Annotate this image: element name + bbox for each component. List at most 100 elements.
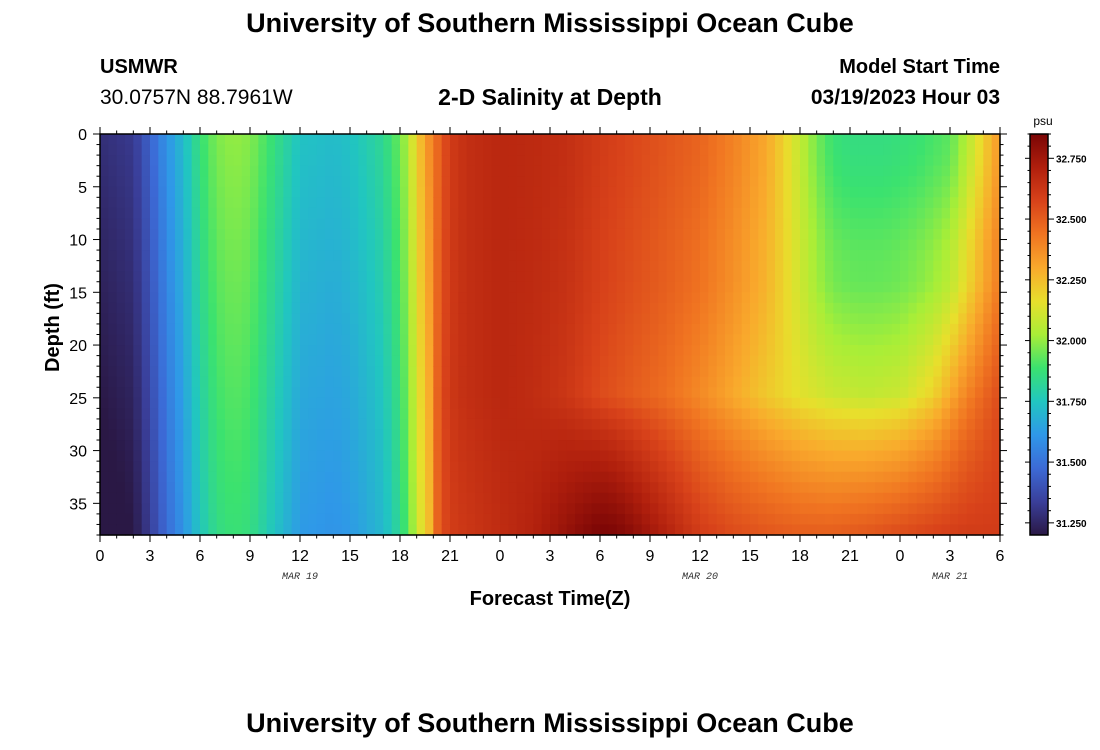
heatmap-cell [266,176,276,188]
heatmap-cell [550,313,559,325]
heatmap-cell [208,387,218,399]
heatmap-cell [525,450,534,462]
heatmap-cell [916,260,926,272]
heatmap-cell [350,450,359,462]
heatmap-cell [291,186,301,198]
heatmap-cell [358,355,368,367]
heatmap-cell [766,408,776,420]
heatmap-cell [266,155,276,167]
heatmap-cell [125,376,134,388]
heatmap-cell [958,471,968,483]
heatmap-cell [725,207,734,220]
heatmap-cell [716,250,726,262]
heatmap-cell [916,144,926,156]
heatmap-cell [225,134,234,146]
heatmap-cell [458,271,468,283]
heatmap-cell [175,165,184,177]
heatmap-cell [991,218,1001,230]
heatmap-cell [350,482,359,494]
heatmap-cell [708,429,718,441]
heatmap-cell [875,408,884,420]
heatmap-cell [158,471,168,483]
heatmap-cell [400,450,409,462]
heatmap-cell [316,281,326,293]
heatmap-cell [925,313,934,325]
heatmap-cell [816,345,826,357]
heatmap-cell [708,461,718,473]
heatmap-cell [608,418,618,431]
heatmap-cell [900,492,909,504]
heatmap-cell [550,355,559,367]
heatmap-cell [341,218,351,230]
heatmap-cell [233,345,243,357]
heatmap-cell [141,355,151,367]
heatmap-cell [991,345,1001,357]
heatmap-cell [116,250,126,262]
heatmap-cell [300,186,309,198]
heatmap-cell [558,197,568,209]
heatmap-cell [816,228,826,241]
heatmap-cell [291,228,301,241]
heatmap-cell [458,513,468,526]
heatmap-cell [991,239,1001,251]
footer-title: University of Southern Mississippi Ocean… [246,708,854,738]
heatmap-cell [566,207,576,220]
heatmap-cell [883,281,893,293]
heatmap-cell [775,155,784,167]
heatmap-cell [366,197,376,209]
heatmap-cell [708,313,718,325]
heatmap-cell [116,355,126,367]
heatmap-cell [358,334,368,346]
heatmap-cell [133,281,143,293]
heatmap-cell [933,492,943,504]
heatmap-cell [700,250,709,262]
heatmap-cell [425,218,434,230]
heatmap-cell [850,345,859,357]
heatmap-cell [316,471,326,483]
heatmap-cell [325,345,334,357]
heatmap-cell [450,429,459,441]
heatmap-cell [941,440,951,452]
heatmap-cell [658,482,668,494]
heatmap-cell [875,323,884,336]
heatmap-cell [716,228,726,241]
heatmap-cell [641,250,651,262]
heatmap-cell [358,397,368,409]
heatmap-cell [141,134,151,146]
heatmap-cell [566,186,576,198]
heatmap-cell [116,387,126,399]
heatmap-cell [175,302,184,314]
heatmap-cell [150,450,159,462]
heatmap-cell [700,313,709,325]
heatmap-cell [766,260,776,272]
heatmap-cell [183,408,193,420]
heatmap-cell [683,250,693,262]
heatmap-cell [216,228,226,241]
heatmap-cell [491,397,501,409]
heatmap-cell [491,134,501,146]
heatmap-cell [475,376,484,388]
heatmap-cell [583,471,593,483]
heatmap-cell [466,418,476,431]
heatmap-cell [366,376,376,388]
heatmap-cell [400,186,409,198]
heatmap-cell [766,387,776,399]
heatmap-cell [666,271,676,283]
heatmap-cell [383,450,393,462]
heatmap-cell [591,260,601,272]
heatmap-cell [233,355,243,367]
heatmap-cell [283,176,293,188]
heatmap-cell [808,165,818,177]
heatmap-cell [791,302,801,314]
heatmap-cell [241,492,251,504]
heatmap-cell [933,355,943,367]
heatmap-cell [491,524,501,536]
heatmap-cell [550,165,559,177]
heatmap-cell [416,292,426,304]
heatmap-cell [800,376,809,388]
heatmap-cell [525,323,534,336]
heatmap-cell [616,239,626,251]
heatmap-cell [675,429,684,441]
heatmap-cell [300,250,309,262]
heatmap-cell [491,250,501,262]
